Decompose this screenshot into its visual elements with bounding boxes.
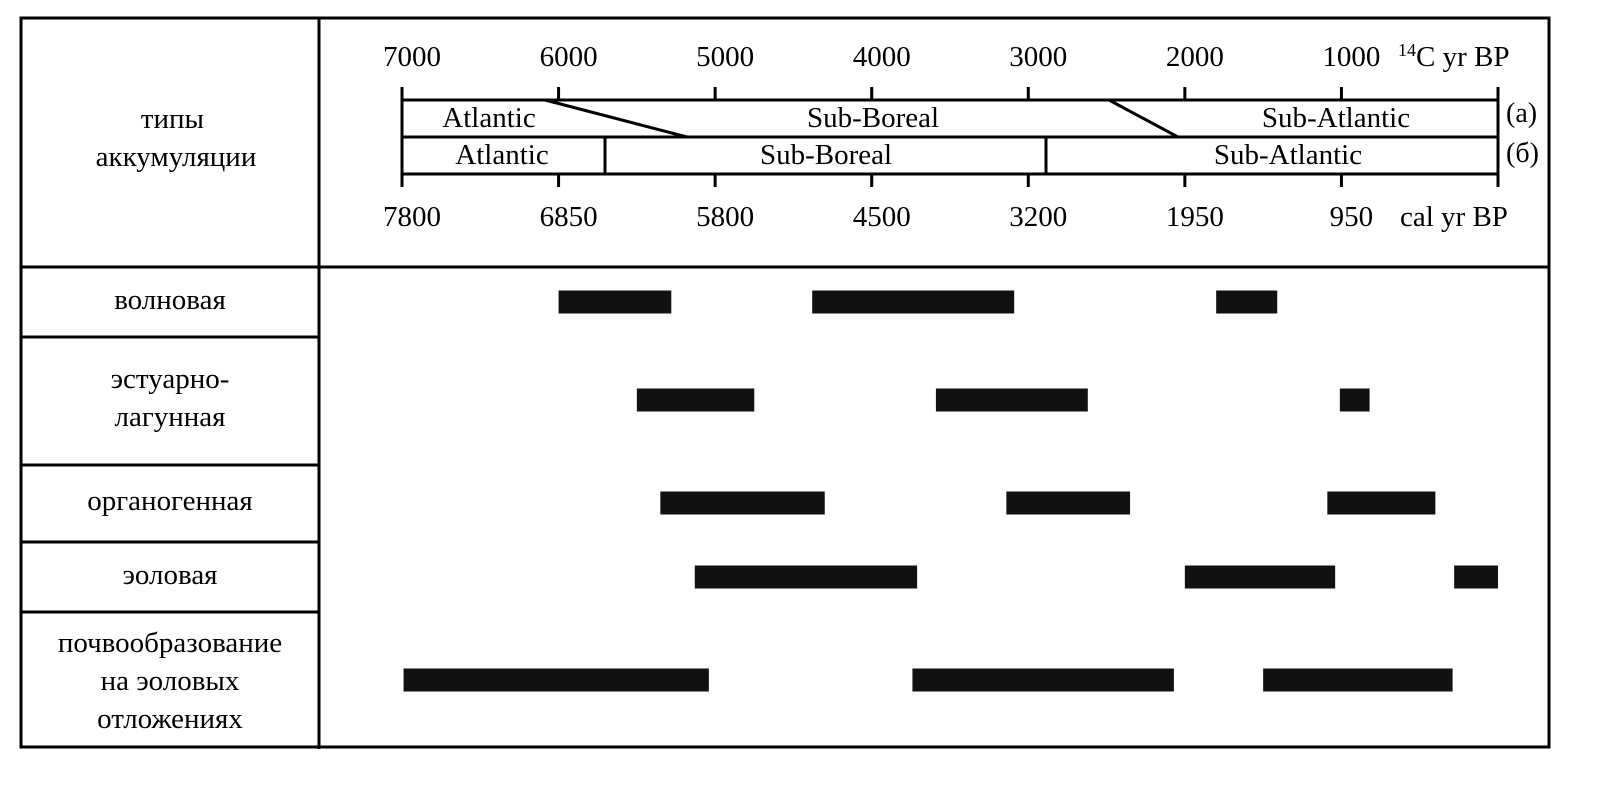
interval-bar [1216, 290, 1278, 314]
tick-label-14c: 5000 [696, 41, 754, 73]
tick-label-cal: 1950 [1166, 201, 1224, 233]
row-label: почвообразование на эоловых отложениях [58, 627, 282, 735]
table-frame [19, 16, 1551, 749]
tick-label-cal: 7800 [383, 201, 441, 233]
outer-border [19, 16, 1551, 749]
tick-label-14c: 3000 [1009, 41, 1067, 73]
unit-label-14c: 14C yr BP [1398, 40, 1509, 73]
interval-bar [912, 668, 1174, 692]
tick-label-14c: 7000 [383, 41, 441, 73]
interval-bar [935, 388, 1088, 412]
row-labels: волновая эстуарно-лагунная органогенная эол… [58, 284, 282, 735]
interval-bar [403, 668, 709, 692]
interval-bar [636, 388, 755, 412]
period-b-atlantic: Atlantic [455, 139, 548, 171]
interval-bar [694, 565, 918, 589]
tick-label-14c: 2000 [1166, 41, 1224, 73]
period-band-b-tag: (б) [1506, 138, 1539, 169]
tick-label-14c: 4000 [853, 41, 911, 73]
row-label-line: почвообразование [58, 627, 282, 659]
tick-marks [557, 87, 1343, 187]
row-label-line: эоловая [122, 559, 217, 591]
boundary-atlantic-subboreal-a [544, 98, 688, 139]
period-band-b [402, 137, 1498, 176]
row-label-line: эстуарно- [111, 363, 230, 395]
row-label-line: волновая [114, 284, 226, 316]
period-a-subatlantic: Sub-Atlantic [1262, 102, 1410, 134]
tick-label-14c: 1000 [1322, 41, 1380, 73]
period-a-atlantic: Atlantic [442, 102, 535, 134]
interval-bar [812, 290, 1015, 314]
tick-label-cal: 3200 [1009, 201, 1067, 233]
row-label-line: отложениях [97, 703, 243, 735]
row-label-line: лагунная [115, 401, 226, 433]
period-band-a-tag: (а) [1506, 98, 1537, 129]
interval-bar [558, 290, 672, 314]
tick-label-14c: 6000 [540, 41, 598, 73]
interval-bar [1327, 491, 1436, 515]
row-label: органогенная [87, 485, 252, 517]
header-label: типы аккумуляции [96, 103, 257, 173]
row-label: волновая [114, 284, 226, 316]
tick-label-cal: 5800 [696, 201, 754, 233]
tick-label-cal: 4500 [853, 201, 911, 233]
tick-labels-cal: 7800 6850 5800 4500 3200 1950 950 [383, 201, 1373, 233]
row-label-line: на эоловых [101, 665, 240, 697]
period-b-subboreal: Sub-Boreal [760, 139, 892, 171]
row-label: эстуарно-лагунная [111, 363, 230, 433]
period-a-subboreal: Sub-Boreal [807, 102, 939, 134]
row-label: эоловая [122, 559, 217, 591]
row-label-line: органогенная [87, 485, 252, 517]
interval-bar [1339, 388, 1370, 412]
period-b-subatlantic: Sub-Atlantic [1214, 139, 1362, 171]
tick-label-cal: 950 [1330, 201, 1374, 233]
tick-label-cal: 6850 [540, 201, 598, 233]
interval-bar [660, 491, 825, 515]
interval-bar [1263, 668, 1453, 692]
interval-bar [1184, 565, 1336, 589]
interval-bar [1454, 565, 1498, 589]
period-names: Atlantic Sub-Boreal Sub-Atlantic Atlanti… [442, 102, 1410, 171]
bars [403, 290, 1498, 692]
unit-label-cal: cal yr BP [1400, 201, 1508, 233]
period-band-a [400, 87, 1500, 187]
tick-labels-14c: 7000 6000 5000 4000 3000 2000 1000 [383, 41, 1380, 73]
interval-bar [1006, 491, 1131, 515]
boundary-subboreal-subatlantic-a [1108, 98, 1179, 139]
